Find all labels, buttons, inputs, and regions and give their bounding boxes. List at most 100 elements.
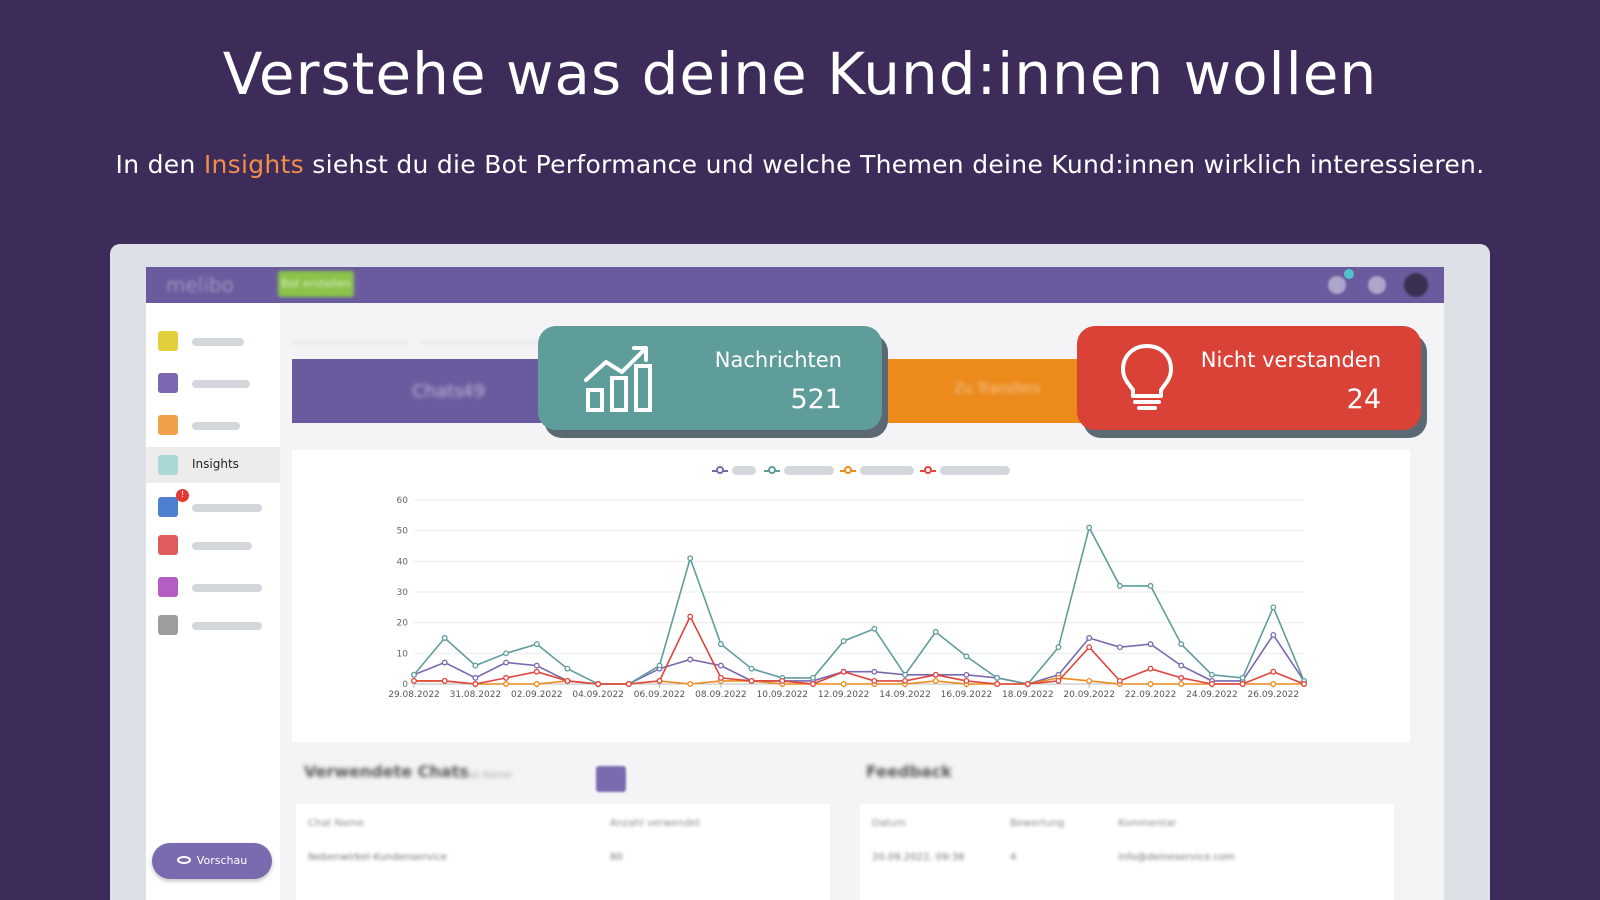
x-tick-label: 10.09.2022: [757, 690, 809, 700]
data-point: [963, 653, 970, 660]
data-point: [472, 674, 479, 681]
data-point: [625, 681, 632, 687]
data-point: [932, 671, 939, 678]
sidebar-item-dashboard[interactable]: [146, 323, 280, 359]
filter-row: [292, 311, 1422, 351]
grid-icon: [158, 415, 178, 435]
kpi-transfers-label: Zu Transfers: [954, 381, 1041, 397]
messages-callout: Nachrichten 521: [538, 326, 882, 430]
feedback-table: Datum Bewertung Kommentar 20.09.2022, 09…: [860, 804, 1394, 900]
date-input[interactable]: [422, 321, 538, 343]
data-point: [779, 677, 786, 684]
x-tick-label: 29.08.2022: [388, 690, 440, 700]
subline-before: In den: [115, 150, 204, 179]
data-point: [687, 555, 694, 562]
data-point: [994, 681, 1001, 687]
data-point: [656, 662, 663, 669]
chart-legend: [292, 464, 1410, 478]
data-point: [1147, 681, 1154, 687]
preview-button[interactable]: Vorschau: [152, 843, 272, 879]
data-point: [717, 662, 724, 669]
data-point: [595, 681, 602, 687]
data-point: [656, 677, 663, 684]
data-point: [1055, 677, 1062, 684]
data-point: [1178, 662, 1185, 669]
data-point: [871, 677, 878, 684]
data-point: [1239, 674, 1246, 681]
table-header: Kommentar: [1118, 818, 1177, 829]
data-point: [1086, 644, 1093, 651]
period-select[interactable]: [292, 321, 408, 343]
sidebar-item-content[interactable]: [146, 407, 280, 443]
data-point: [1208, 671, 1215, 678]
data-point: [902, 671, 908, 678]
y-tick-label: 20: [397, 619, 409, 629]
data-point: [533, 681, 540, 687]
data-point: [503, 681, 510, 687]
sidebar-item-label: Insights: [192, 457, 239, 471]
used-chats-table: Chat Name Anzahl verwendet Nebenwirkel-K…: [296, 804, 830, 900]
data-point: [503, 659, 510, 666]
search-button[interactable]: [596, 766, 626, 792]
sidebar-item-placeholder: [192, 584, 262, 592]
table-cell: info@deineservice.com: [1118, 852, 1235, 863]
x-tick-label: 18.09.2022: [1002, 690, 1054, 700]
data-point: [748, 677, 755, 684]
eye-icon: [176, 856, 191, 864]
not-understood-label: Nicht verstanden: [1200, 348, 1381, 372]
data-point: [1301, 681, 1307, 687]
data-point: [472, 662, 479, 669]
data-point: [687, 656, 694, 663]
chat-search-input[interactable]: Chat Name: [456, 770, 513, 781]
notification-badge: [1344, 269, 1354, 279]
settings-icon[interactable]: [1368, 276, 1386, 294]
data-point: [533, 668, 540, 675]
bell-icon[interactable]: [1328, 276, 1346, 294]
data-point: [1270, 631, 1277, 638]
sidebar-item-handover[interactable]: [146, 527, 280, 563]
table-cell: 80: [610, 852, 623, 863]
data-point: [1086, 635, 1093, 641]
data-point: [687, 613, 694, 620]
x-tick-label: 04.09.2022: [572, 690, 624, 700]
data-point: [1270, 604, 1277, 611]
data-point: [1178, 674, 1185, 681]
data-point: [687, 681, 694, 687]
kpi-transfers: Zu Transfers: [864, 359, 1084, 423]
app-topbar: melibo Bot erstellen: [146, 267, 1444, 303]
sidebar-item-chats[interactable]: [146, 365, 280, 401]
create-bot-button[interactable]: Bot erstellen: [278, 271, 354, 297]
table-header: Anzahl verwendet: [610, 818, 701, 829]
x-tick-label: 16.09.2022: [941, 690, 993, 700]
table-header: Datum: [872, 818, 906, 829]
sidebar-item-settings[interactable]: [146, 607, 280, 643]
data-point: [717, 641, 724, 648]
sidebar-item-integrations[interactable]: !: [146, 489, 280, 525]
x-tick-label: 08.09.2022: [695, 690, 747, 700]
avatar[interactable]: [1404, 273, 1428, 297]
subline-after: siehst du die Bot Performance und welche…: [304, 150, 1485, 179]
x-tick-label: 12.09.2022: [818, 690, 870, 700]
sidebar-item-placeholder: [192, 622, 262, 630]
sidebar-item-design[interactable]: [146, 569, 280, 605]
data-point: [1086, 524, 1093, 531]
table-cell: 4: [1010, 852, 1017, 863]
data-point: [1270, 668, 1277, 675]
x-tick-label: 06.09.2022: [634, 690, 686, 700]
data-point: [994, 674, 1001, 681]
data-point: [1147, 665, 1154, 672]
data-point: [441, 677, 448, 684]
data-point: [932, 677, 939, 684]
y-tick-label: 50: [397, 527, 409, 537]
line-chart: 0 10 20 30 40 50 60 29.08.2022 31.08.2022 02.09.2…: [388, 496, 1307, 700]
sidebar-item-placeholder: [192, 380, 250, 388]
data-point: [1055, 644, 1062, 651]
series-line-3: [414, 677, 1304, 685]
y-tick-label: 30: [397, 588, 409, 598]
x-tick-label: 20.09.2022: [1063, 690, 1115, 700]
feedback-section: Feedback Datum Bewertung Kommentar 20.09…: [860, 750, 1400, 900]
sidebar-item-insights[interactable]: Insights: [146, 447, 280, 483]
data-point: [840, 668, 847, 675]
kpi-chats: Chats 49: [292, 359, 542, 423]
bar-chart-icon: [584, 346, 652, 412]
